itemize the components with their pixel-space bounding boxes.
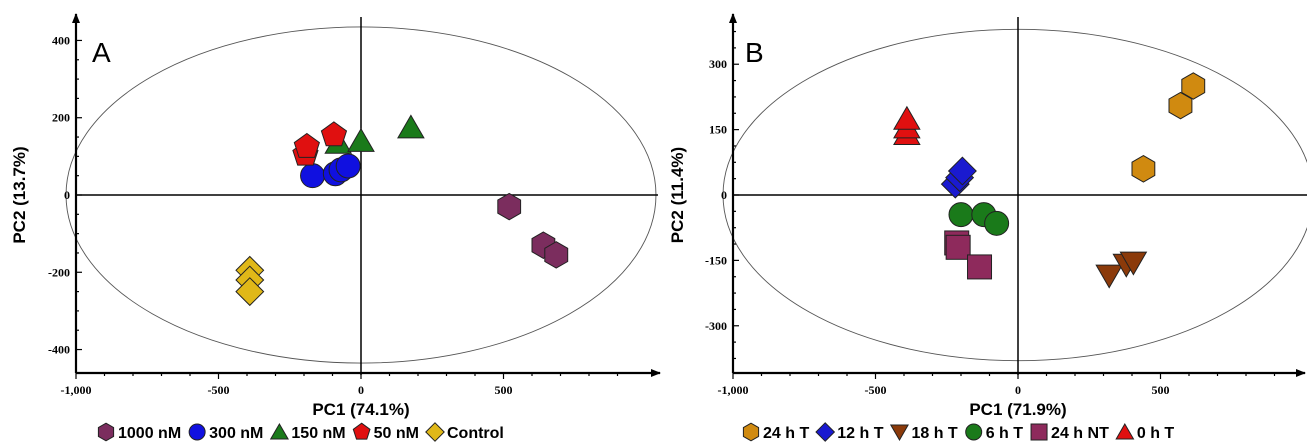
legend-marker	[1030, 423, 1048, 441]
legend-label: 50 nM	[374, 425, 419, 442]
y-axis-title: PC2 (11.4%)	[668, 147, 687, 243]
legend-marker	[965, 423, 983, 441]
legend-label: 6 h T	[986, 425, 1024, 442]
legend-marker	[188, 423, 206, 441]
legend-label: 18 h T	[911, 425, 957, 442]
x-tick-label: -500	[865, 383, 887, 397]
y-tick-label: 150	[709, 123, 727, 137]
data-point	[1119, 251, 1148, 276]
x-axis-title: PC1 (74.1%)	[312, 400, 409, 419]
y-tick-label: 300	[709, 57, 727, 71]
legend: 1000 nM 300 nM 150 nM 50 nM Control	[97, 422, 504, 442]
series-24-h-nt	[944, 230, 993, 280]
y-tick-label: -300	[705, 319, 727, 333]
panel-label: A	[92, 37, 111, 68]
data-point	[397, 114, 425, 139]
data-point	[1095, 264, 1124, 289]
legend-label: 24 h T	[763, 425, 809, 442]
y-tick-label: 200	[52, 111, 70, 125]
legend-label: 0 h T	[1137, 425, 1175, 442]
x-tick-label: -1,000	[61, 383, 92, 397]
x-tick-label: -500	[208, 383, 230, 397]
data-point	[300, 163, 326, 189]
legend-label: 1000 nM	[118, 425, 181, 442]
series-0-h-t	[893, 105, 921, 145]
series-6-h-t	[948, 202, 1010, 236]
data-point	[1168, 91, 1193, 120]
data-point	[1181, 72, 1206, 100]
data-point	[544, 241, 569, 269]
data-point	[293, 132, 320, 158]
legend-label: 300 nM	[209, 425, 263, 442]
data-point	[945, 234, 971, 260]
legend: 24 h T 12 h T 18 h T 6 h T 24 h NT 0 h T	[742, 422, 1175, 442]
data-point	[347, 127, 375, 152]
legend-label: 12 h T	[837, 425, 883, 442]
series-control	[235, 255, 265, 307]
y-tick-label: -200	[48, 265, 70, 279]
legend-marker	[425, 422, 445, 442]
panel-b: -1,000 -500 0 500 -300 -150 0 150 300 B PC1 (71.9%…	[668, 13, 1307, 442]
series-300-nm	[300, 153, 361, 189]
legend-marker	[889, 424, 909, 442]
legend-marker	[269, 423, 289, 440]
y-tick-label: 400	[52, 33, 70, 47]
legend-marker	[1115, 422, 1135, 440]
legend-marker	[97, 422, 115, 442]
data-point	[948, 202, 974, 228]
y-tick-label: 0	[64, 188, 70, 202]
y-tick-label: -150	[705, 253, 727, 267]
series-1000-nm	[497, 192, 569, 269]
legend-label: Control	[447, 425, 504, 442]
series-12-h-t	[940, 156, 977, 199]
data-point	[235, 277, 265, 307]
x-tick-label: 0	[358, 383, 364, 397]
legend-label: 24 h NT	[1051, 425, 1109, 442]
data-point	[893, 105, 921, 130]
data-point	[984, 210, 1010, 236]
x-axis-title: PC1 (71.9%)	[969, 400, 1066, 419]
legend-label: 150 nM	[291, 425, 345, 442]
series-18-h-t	[1095, 251, 1148, 289]
data-point	[320, 121, 348, 147]
data-point	[1131, 155, 1156, 183]
legend-marker	[352, 422, 371, 440]
y-tick-label: -400	[48, 343, 70, 357]
series-24-h-t	[1131, 72, 1206, 183]
x-tick-label: 500	[1152, 383, 1170, 397]
legend-marker	[815, 422, 836, 442]
y-axis-title: PC2 (13.7%)	[10, 146, 29, 243]
x-tick-label: -1,000	[718, 383, 749, 397]
data-point	[497, 192, 522, 221]
panel-a: -1,000 -500 0 500 -400 -200 0 200 400 A PC1 (74.1%…	[10, 13, 661, 442]
x-tick-label: 0	[1015, 383, 1021, 397]
series-50-nm	[292, 121, 348, 166]
data-point	[335, 153, 361, 179]
legend-marker	[742, 422, 760, 442]
x-tick-label: 500	[495, 383, 513, 397]
panel-label: B	[745, 37, 764, 68]
y-tick-label: 0	[721, 188, 727, 202]
data-point	[967, 254, 993, 280]
data-point	[947, 156, 977, 186]
